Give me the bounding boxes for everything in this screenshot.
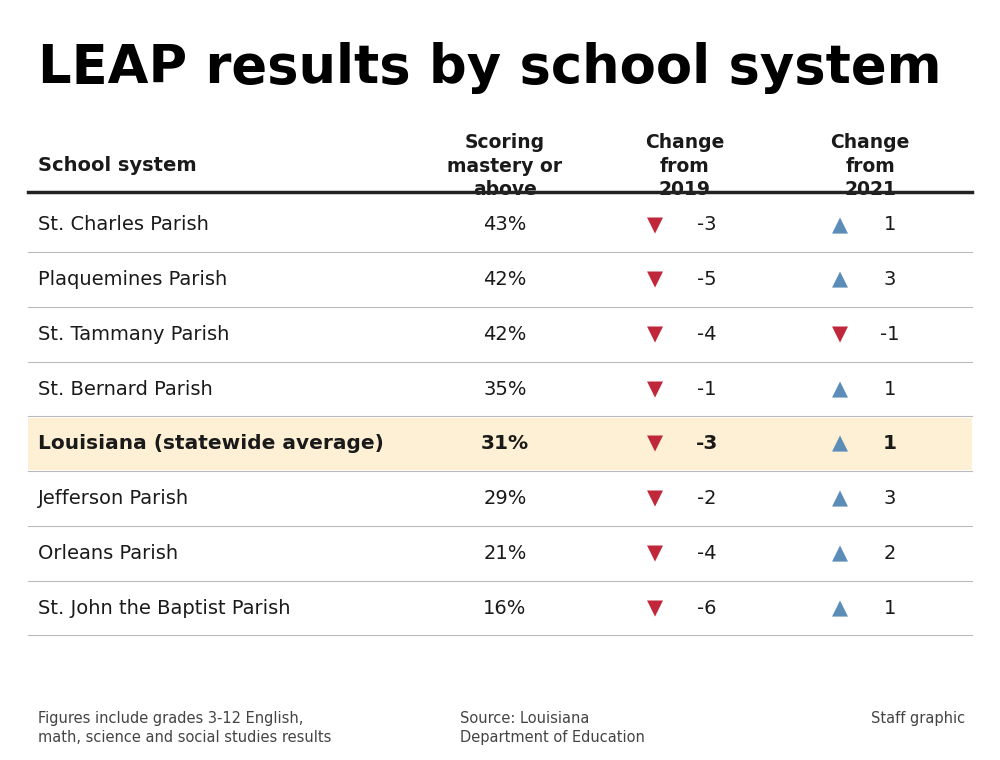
Text: Orleans Parish: Orleans Parish bbox=[38, 543, 178, 562]
Text: St. John the Baptist Parish: St. John the Baptist Parish bbox=[38, 599, 290, 617]
Text: St. Tammany Parish: St. Tammany Parish bbox=[38, 325, 229, 344]
Text: ▲: ▲ bbox=[832, 379, 848, 399]
Text: ▼: ▼ bbox=[647, 325, 663, 344]
Text: 35%: 35% bbox=[483, 379, 527, 398]
Text: ▼: ▼ bbox=[832, 325, 848, 344]
Text: 42%: 42% bbox=[483, 325, 527, 344]
Text: -4: -4 bbox=[697, 543, 717, 562]
Text: School system: School system bbox=[38, 156, 197, 175]
Text: ▲: ▲ bbox=[832, 543, 848, 563]
Text: ▲: ▲ bbox=[832, 489, 848, 508]
Text: ▼: ▼ bbox=[647, 434, 663, 454]
Text: ▼: ▼ bbox=[647, 270, 663, 290]
Text: Change
from
2019: Change from 2019 bbox=[645, 133, 725, 199]
Text: ▼: ▼ bbox=[647, 489, 663, 508]
Text: 43%: 43% bbox=[483, 216, 527, 235]
Text: ▼: ▼ bbox=[647, 215, 663, 235]
Text: Change
from
2021: Change from 2021 bbox=[830, 133, 910, 199]
Text: 3: 3 bbox=[884, 489, 896, 508]
Text: 2: 2 bbox=[884, 543, 896, 562]
Text: 3: 3 bbox=[884, 271, 896, 290]
Text: ▲: ▲ bbox=[832, 598, 848, 618]
Text: ▼: ▼ bbox=[647, 379, 663, 399]
Text: ▼: ▼ bbox=[647, 543, 663, 563]
Text: -6: -6 bbox=[697, 599, 717, 617]
Text: Jefferson Parish: Jefferson Parish bbox=[38, 489, 189, 508]
Text: St. Bernard Parish: St. Bernard Parish bbox=[38, 379, 213, 398]
Text: 1: 1 bbox=[884, 599, 896, 617]
Text: -3: -3 bbox=[696, 434, 718, 453]
Text: ▲: ▲ bbox=[832, 215, 848, 235]
Text: Plaquemines Parish: Plaquemines Parish bbox=[38, 271, 227, 290]
Text: ▼: ▼ bbox=[647, 598, 663, 618]
Text: 29%: 29% bbox=[483, 489, 527, 508]
Text: St. Charles Parish: St. Charles Parish bbox=[38, 216, 209, 235]
Text: Figures include grades 3-12 English,
math, science and social studies results: Figures include grades 3-12 English, mat… bbox=[38, 711, 331, 746]
Text: Staff graphic: Staff graphic bbox=[871, 711, 965, 726]
Text: -1: -1 bbox=[880, 325, 900, 344]
Text: 1: 1 bbox=[883, 434, 897, 453]
Text: -3: -3 bbox=[697, 216, 717, 235]
Text: -2: -2 bbox=[697, 489, 717, 508]
Text: ▲: ▲ bbox=[832, 434, 848, 454]
Text: 1: 1 bbox=[884, 379, 896, 398]
Text: Source: Louisiana
Department of Education: Source: Louisiana Department of Educatio… bbox=[460, 711, 645, 746]
Text: -5: -5 bbox=[697, 271, 717, 290]
Text: 21%: 21% bbox=[483, 543, 527, 562]
Text: -4: -4 bbox=[697, 325, 717, 344]
Text: Scoring
mastery or
above: Scoring mastery or above bbox=[447, 133, 563, 199]
Text: LEAP results by school system: LEAP results by school system bbox=[38, 42, 942, 93]
Text: 31%: 31% bbox=[481, 434, 529, 453]
Text: 16%: 16% bbox=[483, 599, 527, 617]
Text: 42%: 42% bbox=[483, 271, 527, 290]
Text: ▲: ▲ bbox=[832, 270, 848, 290]
Text: -1: -1 bbox=[697, 379, 717, 398]
Text: Louisiana (statewide average): Louisiana (statewide average) bbox=[38, 434, 384, 453]
Text: 1: 1 bbox=[884, 216, 896, 235]
